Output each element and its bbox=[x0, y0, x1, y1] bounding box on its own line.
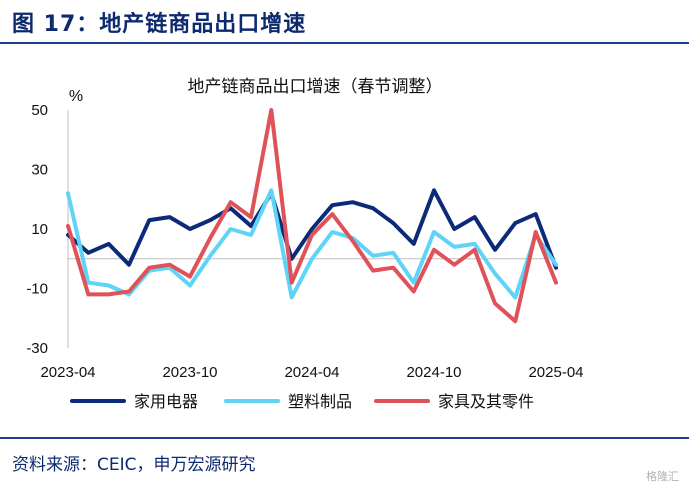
series-lines bbox=[66, 108, 558, 324]
series-line-2 bbox=[66, 188, 558, 300]
source-note: 资料来源：CEIC，申万宏源研究 bbox=[12, 455, 256, 475]
y-axis-unit-label: % bbox=[69, 88, 83, 105]
footer-divider bbox=[0, 437, 689, 439]
y-tick-label: 10 bbox=[31, 221, 48, 238]
legend-label-3: 家具及其零件 bbox=[438, 392, 534, 411]
x-tick-label: 2023-04 bbox=[40, 364, 95, 381]
x-axis-ticks: 2023-04 2023-10 2024-04 2024-10 2025-04 bbox=[40, 364, 583, 381]
x-tick-label: 2025-04 bbox=[528, 364, 583, 381]
chart-title: 地产链商品出口增速（春节调整） bbox=[188, 77, 443, 97]
y-tick-label: -10 bbox=[26, 281, 48, 298]
legend-label-2: 塑料制品 bbox=[288, 392, 352, 411]
watermark-text: 格隆汇 bbox=[646, 470, 679, 483]
header-divider bbox=[0, 42, 689, 44]
x-tick-label: 2023-10 bbox=[162, 364, 217, 381]
x-tick-label: 2024-04 bbox=[284, 364, 339, 381]
series-line-1 bbox=[66, 188, 558, 270]
y-axis-ticks: 50 30 10 -10 -30 bbox=[26, 102, 48, 357]
legend-label-1: 家用电器 bbox=[134, 392, 198, 411]
x-tick-label: 2024-10 bbox=[406, 364, 461, 381]
y-tick-label: 30 bbox=[31, 162, 48, 179]
y-tick-label: 50 bbox=[31, 102, 48, 119]
page-title: 图 17：地产链商品出口增速 bbox=[12, 12, 307, 37]
legend: 家用电器 塑料制品 家具及其零件 bbox=[70, 392, 534, 411]
series-line-3 bbox=[66, 108, 558, 324]
y-tick-label: -30 bbox=[26, 340, 48, 357]
